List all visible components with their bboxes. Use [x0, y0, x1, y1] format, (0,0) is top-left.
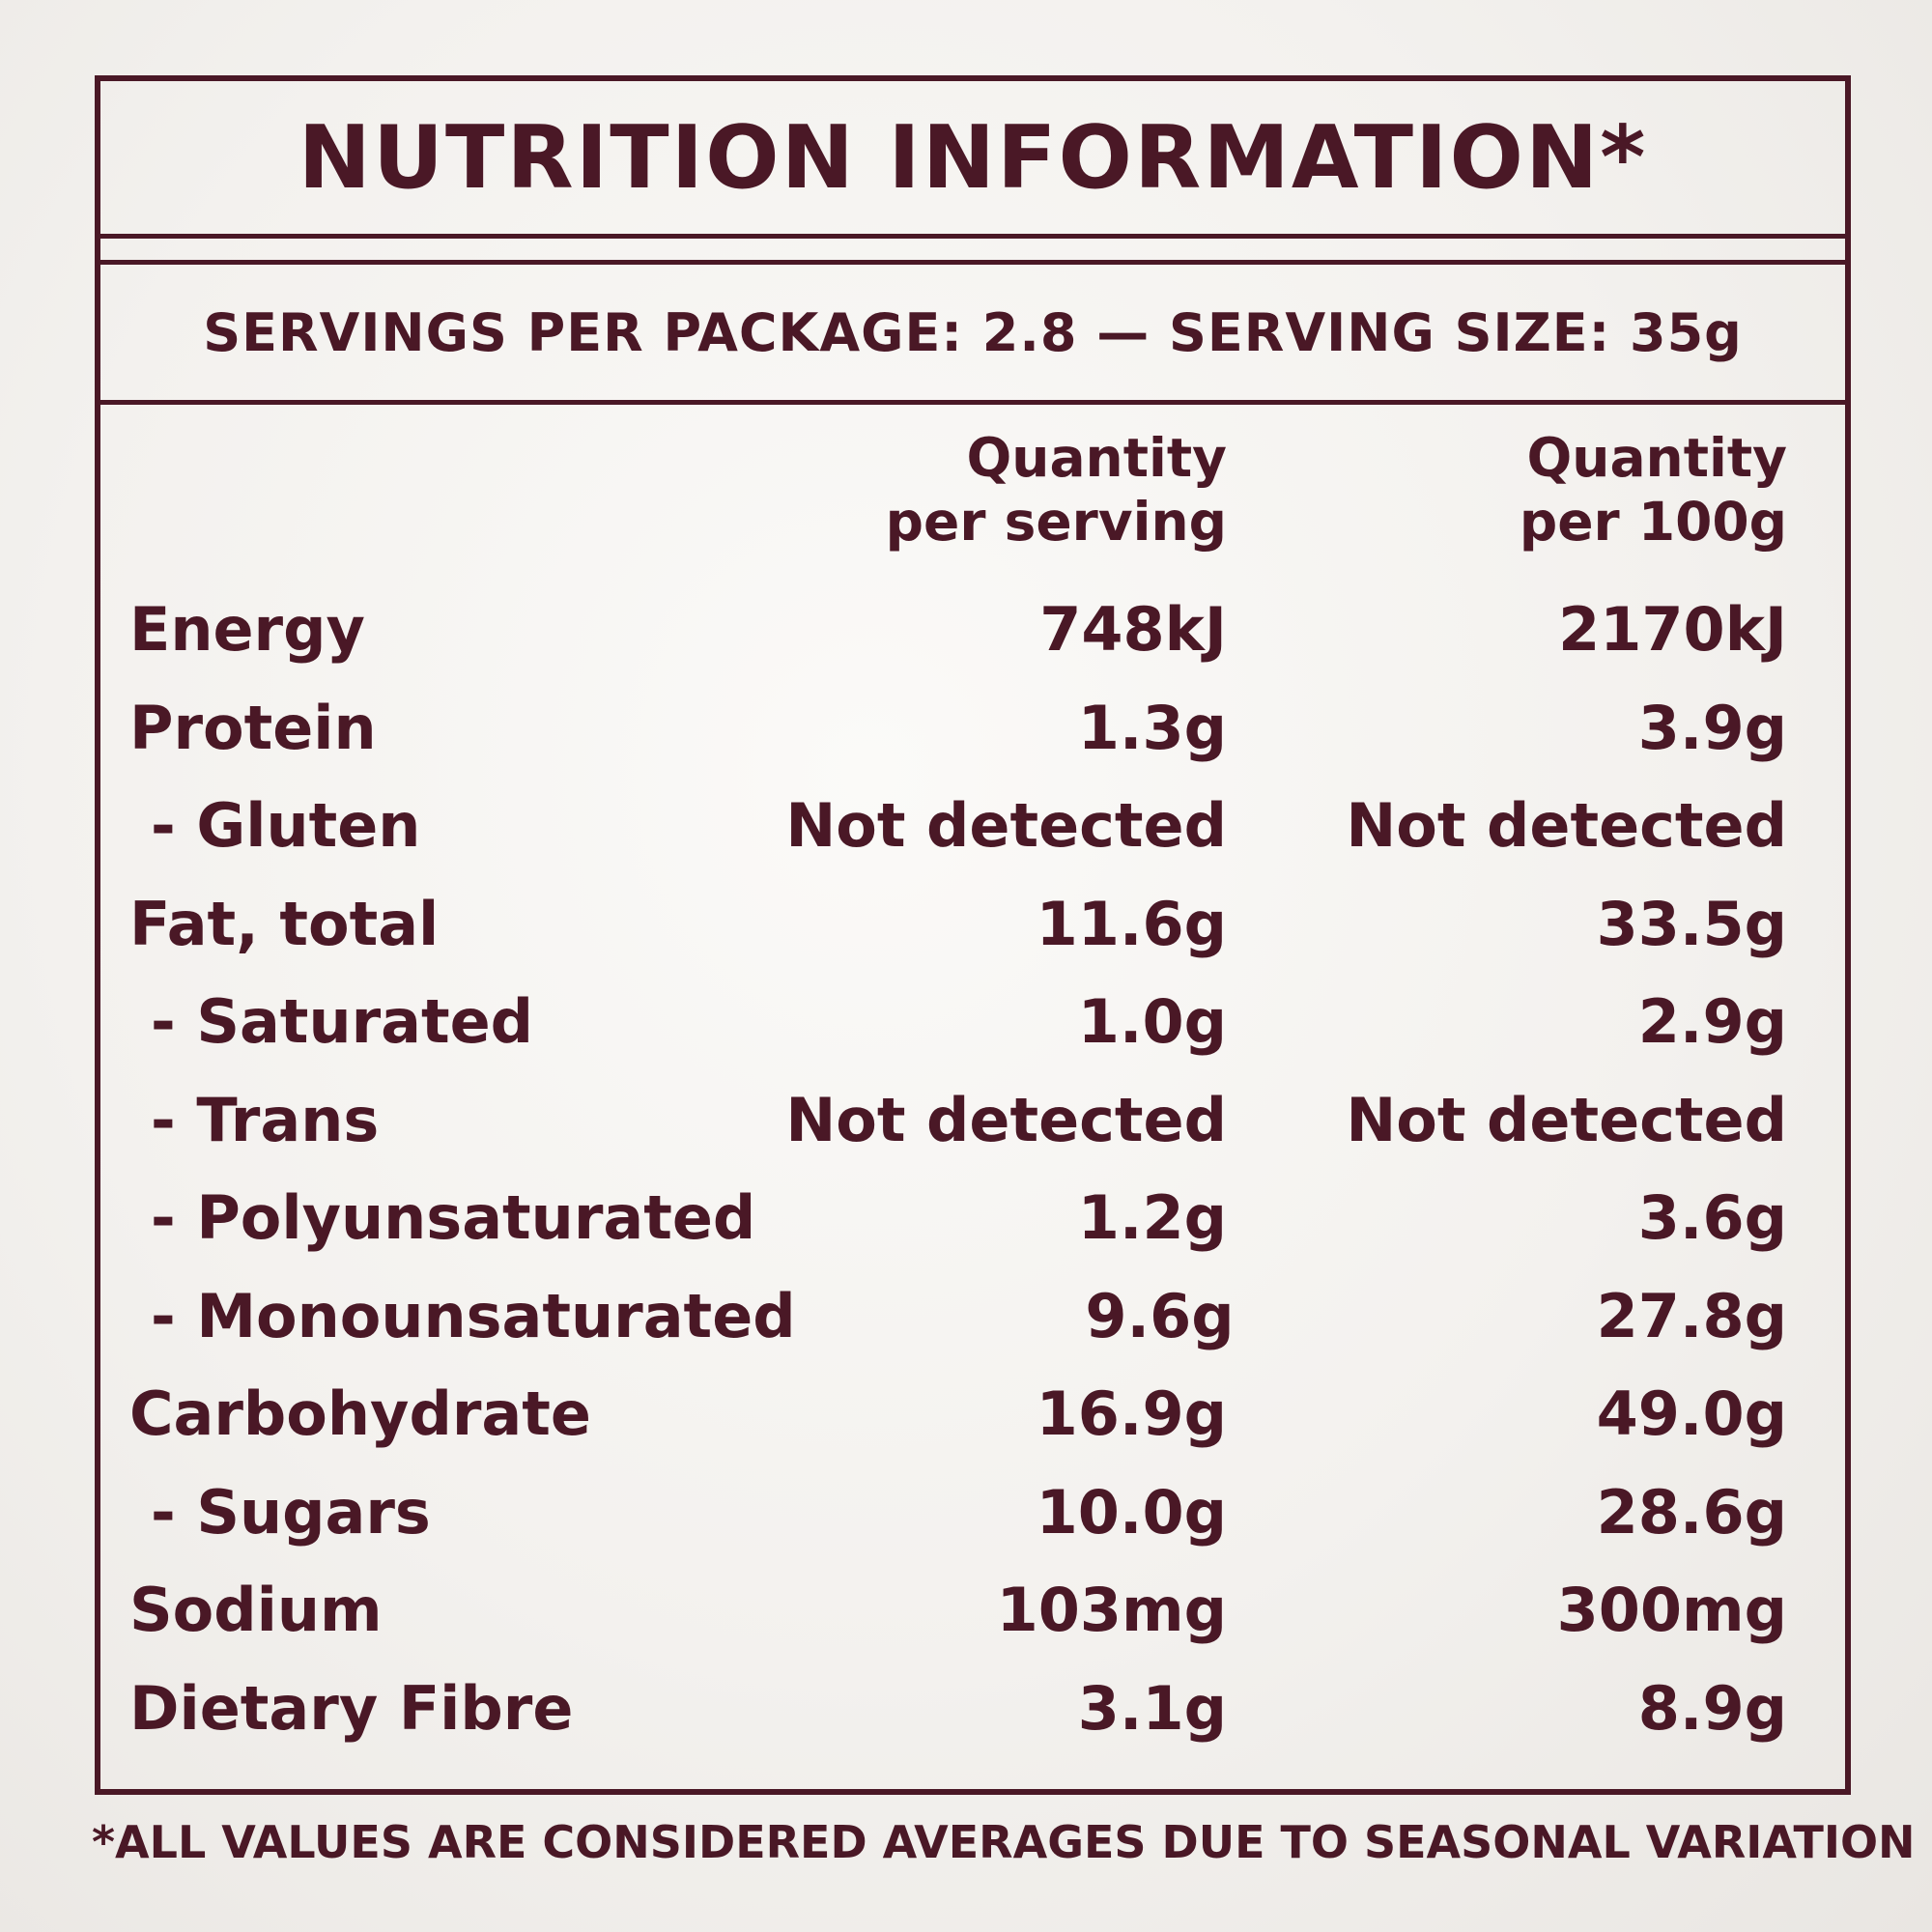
table-row: Fat, total 11.6g 33.5g [129, 875, 1787, 974]
nutrient-name: Fat, total [129, 888, 440, 959]
nutrient-name: - Gluten [151, 790, 421, 862]
serving-info: SERVINGS PER PACKAGE: 2.8 — SERVING SIZE… [203, 301, 1743, 363]
per-100g-value: Not detected [1346, 790, 1787, 862]
table-row: - Sugars 10.0g 28.6g [129, 1463, 1787, 1562]
per-serving-value: 1.0g [1077, 986, 1227, 1058]
serving-info-section: SERVINGS PER PACKAGE: 2.8 — SERVING SIZE… [100, 260, 1845, 405]
per-100g-value: 8.9g [1637, 1672, 1787, 1744]
table-row: - Saturated 1.0g 2.9g [129, 973, 1787, 1071]
table-row: Energy 748kJ 2170kJ [129, 581, 1787, 679]
per-serving-value: 11.6g [1036, 888, 1227, 959]
per-serving-value: Not detected [785, 1084, 1227, 1155]
per-100g-header-line2: per 100g [1519, 491, 1787, 553]
table-row: - Polyunsaturated 1.2g 3.6g [129, 1169, 1787, 1267]
nutrient-name: Dietary Fibre [129, 1672, 574, 1744]
per-100g-value: 27.8g [1596, 1280, 1787, 1351]
table-row: - Gluten Not detected Not detected [129, 777, 1787, 875]
per-serving-value: 3.1g [1077, 1672, 1227, 1744]
nutrition-panel: NUTRITION INFORMATION* SERVINGS PER PACK… [95, 75, 1851, 1795]
per-100g-value: 2170kJ [1558, 594, 1787, 666]
nutrient-name: Protein [129, 692, 377, 763]
nutrient-name: - Monounsaturated [151, 1280, 796, 1351]
nutrient-name: Sodium [129, 1575, 383, 1646]
table-header: Quantity per serving Quantity per 100g [129, 426, 1787, 581]
per-100g-value: 28.6g [1596, 1476, 1787, 1548]
per-100g-header: Quantity per 100g [1227, 426, 1787, 554]
per-serving-value: 103mg [996, 1575, 1227, 1646]
per-serving-header-line1: Quantity [966, 427, 1227, 489]
per-100g-value: 300mg [1556, 1575, 1787, 1646]
table-row: - Monounsaturated 9.6g 27.8g [129, 1267, 1787, 1366]
nutrient-name: - Trans [151, 1084, 380, 1155]
per-100g-value: 33.5g [1596, 888, 1787, 959]
per-serving-value: 16.9g [1036, 1378, 1227, 1450]
per-serving-header-line2: per serving [885, 491, 1227, 553]
footnote: *ALL VALUES ARE CONSIDERED AVERAGES DUE … [92, 1816, 1916, 1868]
per-100g-value: 49.0g [1596, 1378, 1787, 1450]
table-row: Dietary Fibre 3.1g 8.9g [129, 1660, 1787, 1758]
per-serving-value: 1.2g [1077, 1182, 1227, 1254]
nutrient-name: Carbohydrate [129, 1378, 591, 1450]
nutrient-name: - Polyunsaturated [151, 1182, 756, 1254]
per-serving-value: 748kJ [1039, 594, 1227, 666]
per-serving-value: 1.3g [1077, 692, 1227, 763]
nutrient-name: - Sugars [151, 1476, 431, 1548]
nutrient-name: Energy [129, 594, 365, 666]
per-100g-header-line1: Quantity [1526, 427, 1787, 489]
per-serving-value: Not detected [785, 790, 1227, 862]
per-serving-value: 9.6g [1085, 1280, 1235, 1351]
table-row: - Trans Not detected Not detected [129, 1071, 1787, 1170]
title-section: NUTRITION INFORMATION* [100, 81, 1845, 239]
per-serving-value: 10.0g [1036, 1476, 1227, 1548]
table-row: Sodium 103mg 300mg [129, 1561, 1787, 1660]
per-100g-value: 3.9g [1637, 692, 1787, 763]
nutrient-name: - Saturated [151, 986, 534, 1058]
per-serving-header: Quantity per serving [782, 426, 1227, 554]
per-100g-value: Not detected [1346, 1084, 1787, 1155]
per-100g-value: 3.6g [1637, 1182, 1787, 1254]
per-100g-value: 2.9g [1637, 986, 1787, 1058]
table-row: Carbohydrate 16.9g 49.0g [129, 1365, 1787, 1463]
panel-title: NUTRITION INFORMATION* [298, 106, 1648, 209]
nutrition-table: Quantity per serving Quantity per 100g E… [100, 405, 1845, 1757]
table-body: Energy 748kJ 2170kJ Protein 1.3g 3.9g - Gluten… [129, 581, 1787, 1757]
table-row: Protein 1.3g 3.9g [129, 679, 1787, 778]
